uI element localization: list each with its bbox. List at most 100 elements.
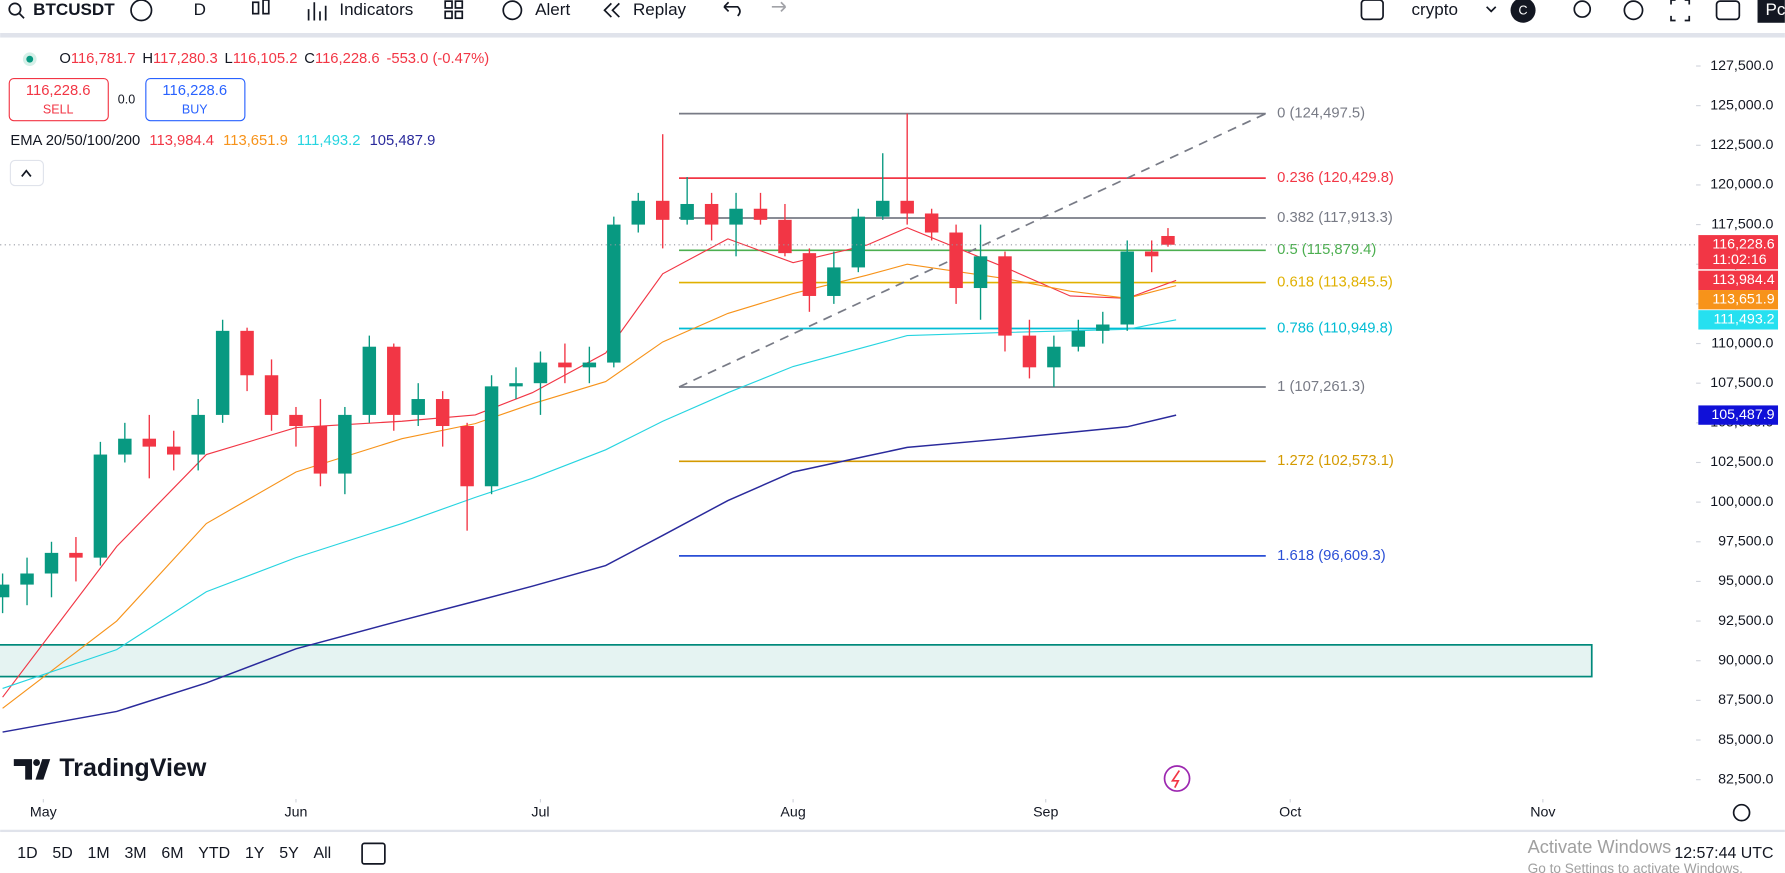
candle-body (558, 362, 572, 368)
candle-body (1161, 235, 1175, 245)
candle-body (949, 232, 963, 289)
buy-button[interactable] (145, 77, 246, 122)
x-tick-label: Jun (285, 804, 308, 820)
redo[interactable] (771, 1, 787, 12)
chart-type-icon[interactable] (251, 1, 260, 15)
range-button[interactable]: 5D (52, 845, 72, 862)
fib-label: 0 (124,497.5) (1277, 106, 1365, 122)
candle-body (93, 454, 108, 558)
chevron[interactable] (1486, 6, 1497, 13)
avatar: C (1519, 4, 1528, 18)
candle-body (118, 438, 132, 455)
indicators-button[interactable]: Indicators (339, 0, 413, 19)
candle-body (533, 362, 548, 384)
y-tick-label: 117,500.0 (1711, 216, 1773, 232)
search-icon[interactable] (8, 2, 22, 16)
ema-value: 113,984.4 (149, 133, 214, 149)
replay-icon[interactable] (603, 2, 620, 18)
ema-line (2, 319, 1177, 690)
price-tag-label: 113,651.9 (1712, 291, 1774, 307)
range-button[interactable]: 5Y (279, 845, 299, 862)
fib-label: 0.618 (113,845.5) (1277, 274, 1393, 290)
search-icon-handle (18, 13, 25, 19)
range-button[interactable]: 1M (88, 845, 110, 862)
y-tick-label: 107,500.0 (1710, 375, 1773, 391)
watchlist-name[interactable]: crypto (1412, 0, 1458, 19)
templates-icon (454, 0, 464, 9)
bottom-bar: 12:57:44 UTC Activate Windows Go to Sett… (0, 829, 1785, 873)
range-button[interactable]: All (314, 845, 332, 862)
range-button[interactable]: 6M (161, 845, 183, 862)
templates-icon (444, 10, 453, 20)
symbol[interactable]: BTCUSDT (33, 0, 115, 19)
collapse-button[interactable] (9, 159, 44, 187)
candle-body (289, 414, 303, 427)
candle-body (69, 552, 83, 558)
publish-button[interactable] (1757, 0, 1785, 23)
sell-label: SELL (43, 103, 74, 117)
sell-button[interactable] (8, 77, 109, 122)
x-tick-label: Oct (1279, 804, 1301, 820)
range-button[interactable]: 1Y (245, 845, 265, 862)
events-icon[interactable] (1163, 765, 1191, 792)
range-button[interactable]: YTD (198, 845, 230, 862)
collapse-caret (21, 169, 32, 177)
support-zone (0, 644, 1593, 678)
candle-body (973, 256, 988, 289)
undo[interactable] (723, 1, 741, 17)
ema-line (2, 227, 1177, 698)
candle-body (44, 552, 59, 574)
alert-button[interactable]: Alert (535, 0, 570, 19)
sell-price: 116,228.6 (26, 83, 91, 99)
y-tick-label: 85,000.0 (1718, 732, 1773, 748)
settings-icon[interactable] (1623, 0, 1644, 21)
fib-label: 1.618 (96,609.3) (1277, 548, 1385, 564)
candle-body (411, 399, 425, 415)
activation-sub: Go to Settings to activate Windows. (1528, 861, 1743, 873)
interval[interactable]: D (194, 0, 206, 19)
activation-title: Activate Windows (1528, 837, 1672, 857)
x-tick-label: Nov (1530, 804, 1556, 820)
range-button[interactable]: 3M (124, 845, 146, 862)
quick-search[interactable] (1573, 0, 1592, 18)
fib-label: 0.5 (115,879.4) (1277, 242, 1376, 258)
x-tick-label: Sep (1033, 804, 1058, 820)
ema-value: 113,651.9 (223, 133, 288, 149)
fib-label: 0.382 (117,913.3) (1277, 210, 1393, 226)
candle-body (215, 330, 230, 415)
indicators-icon[interactable] (307, 2, 327, 21)
price-tag (1698, 290, 1779, 310)
candle-body (484, 386, 499, 487)
candle-body (704, 203, 719, 225)
change: -553.0 (-0.47%) (386, 51, 489, 67)
alert-icon[interactable] (502, 0, 523, 21)
date-range-icon[interactable] (361, 842, 386, 865)
range-button[interactable]: 1D (17, 845, 37, 862)
replay-button[interactable]: Replay (633, 0, 687, 19)
x-tick-label: Aug (780, 804, 805, 820)
candle-body (851, 216, 866, 268)
candle-body (1022, 335, 1037, 368)
y-tick-label: 87,500.0 (1718, 692, 1773, 708)
y-tick-label: 125,000.0 (1710, 97, 1773, 113)
layout-button[interactable] (1360, 0, 1384, 21)
candle-body (509, 383, 523, 387)
snapshot[interactable] (1715, 0, 1741, 21)
buy-price: 116,228.6 (162, 83, 227, 99)
axis-settings[interactable] (1732, 803, 1751, 822)
candle-body (607, 224, 621, 363)
toolbar-border (0, 33, 1785, 38)
add-symbol[interactable] (130, 0, 153, 22)
templates-icon[interactable] (444, 0, 453, 9)
watermark-text: TradingView (59, 754, 207, 782)
ohlc-key: C (304, 51, 315, 67)
clock: 12:57:44 UTC (1674, 845, 1773, 862)
price-tag (1698, 235, 1779, 270)
status-dot (26, 55, 34, 63)
ohlc-legend: O116,781.7 H117,280.3 L116,105.2 C116,228.6… (59, 51, 489, 67)
avatar-badge[interactable] (1510, 0, 1536, 23)
y-tick-label: 90,000.0 (1718, 652, 1773, 668)
fib-label: 0.786 (110,949.8) (1277, 320, 1393, 336)
